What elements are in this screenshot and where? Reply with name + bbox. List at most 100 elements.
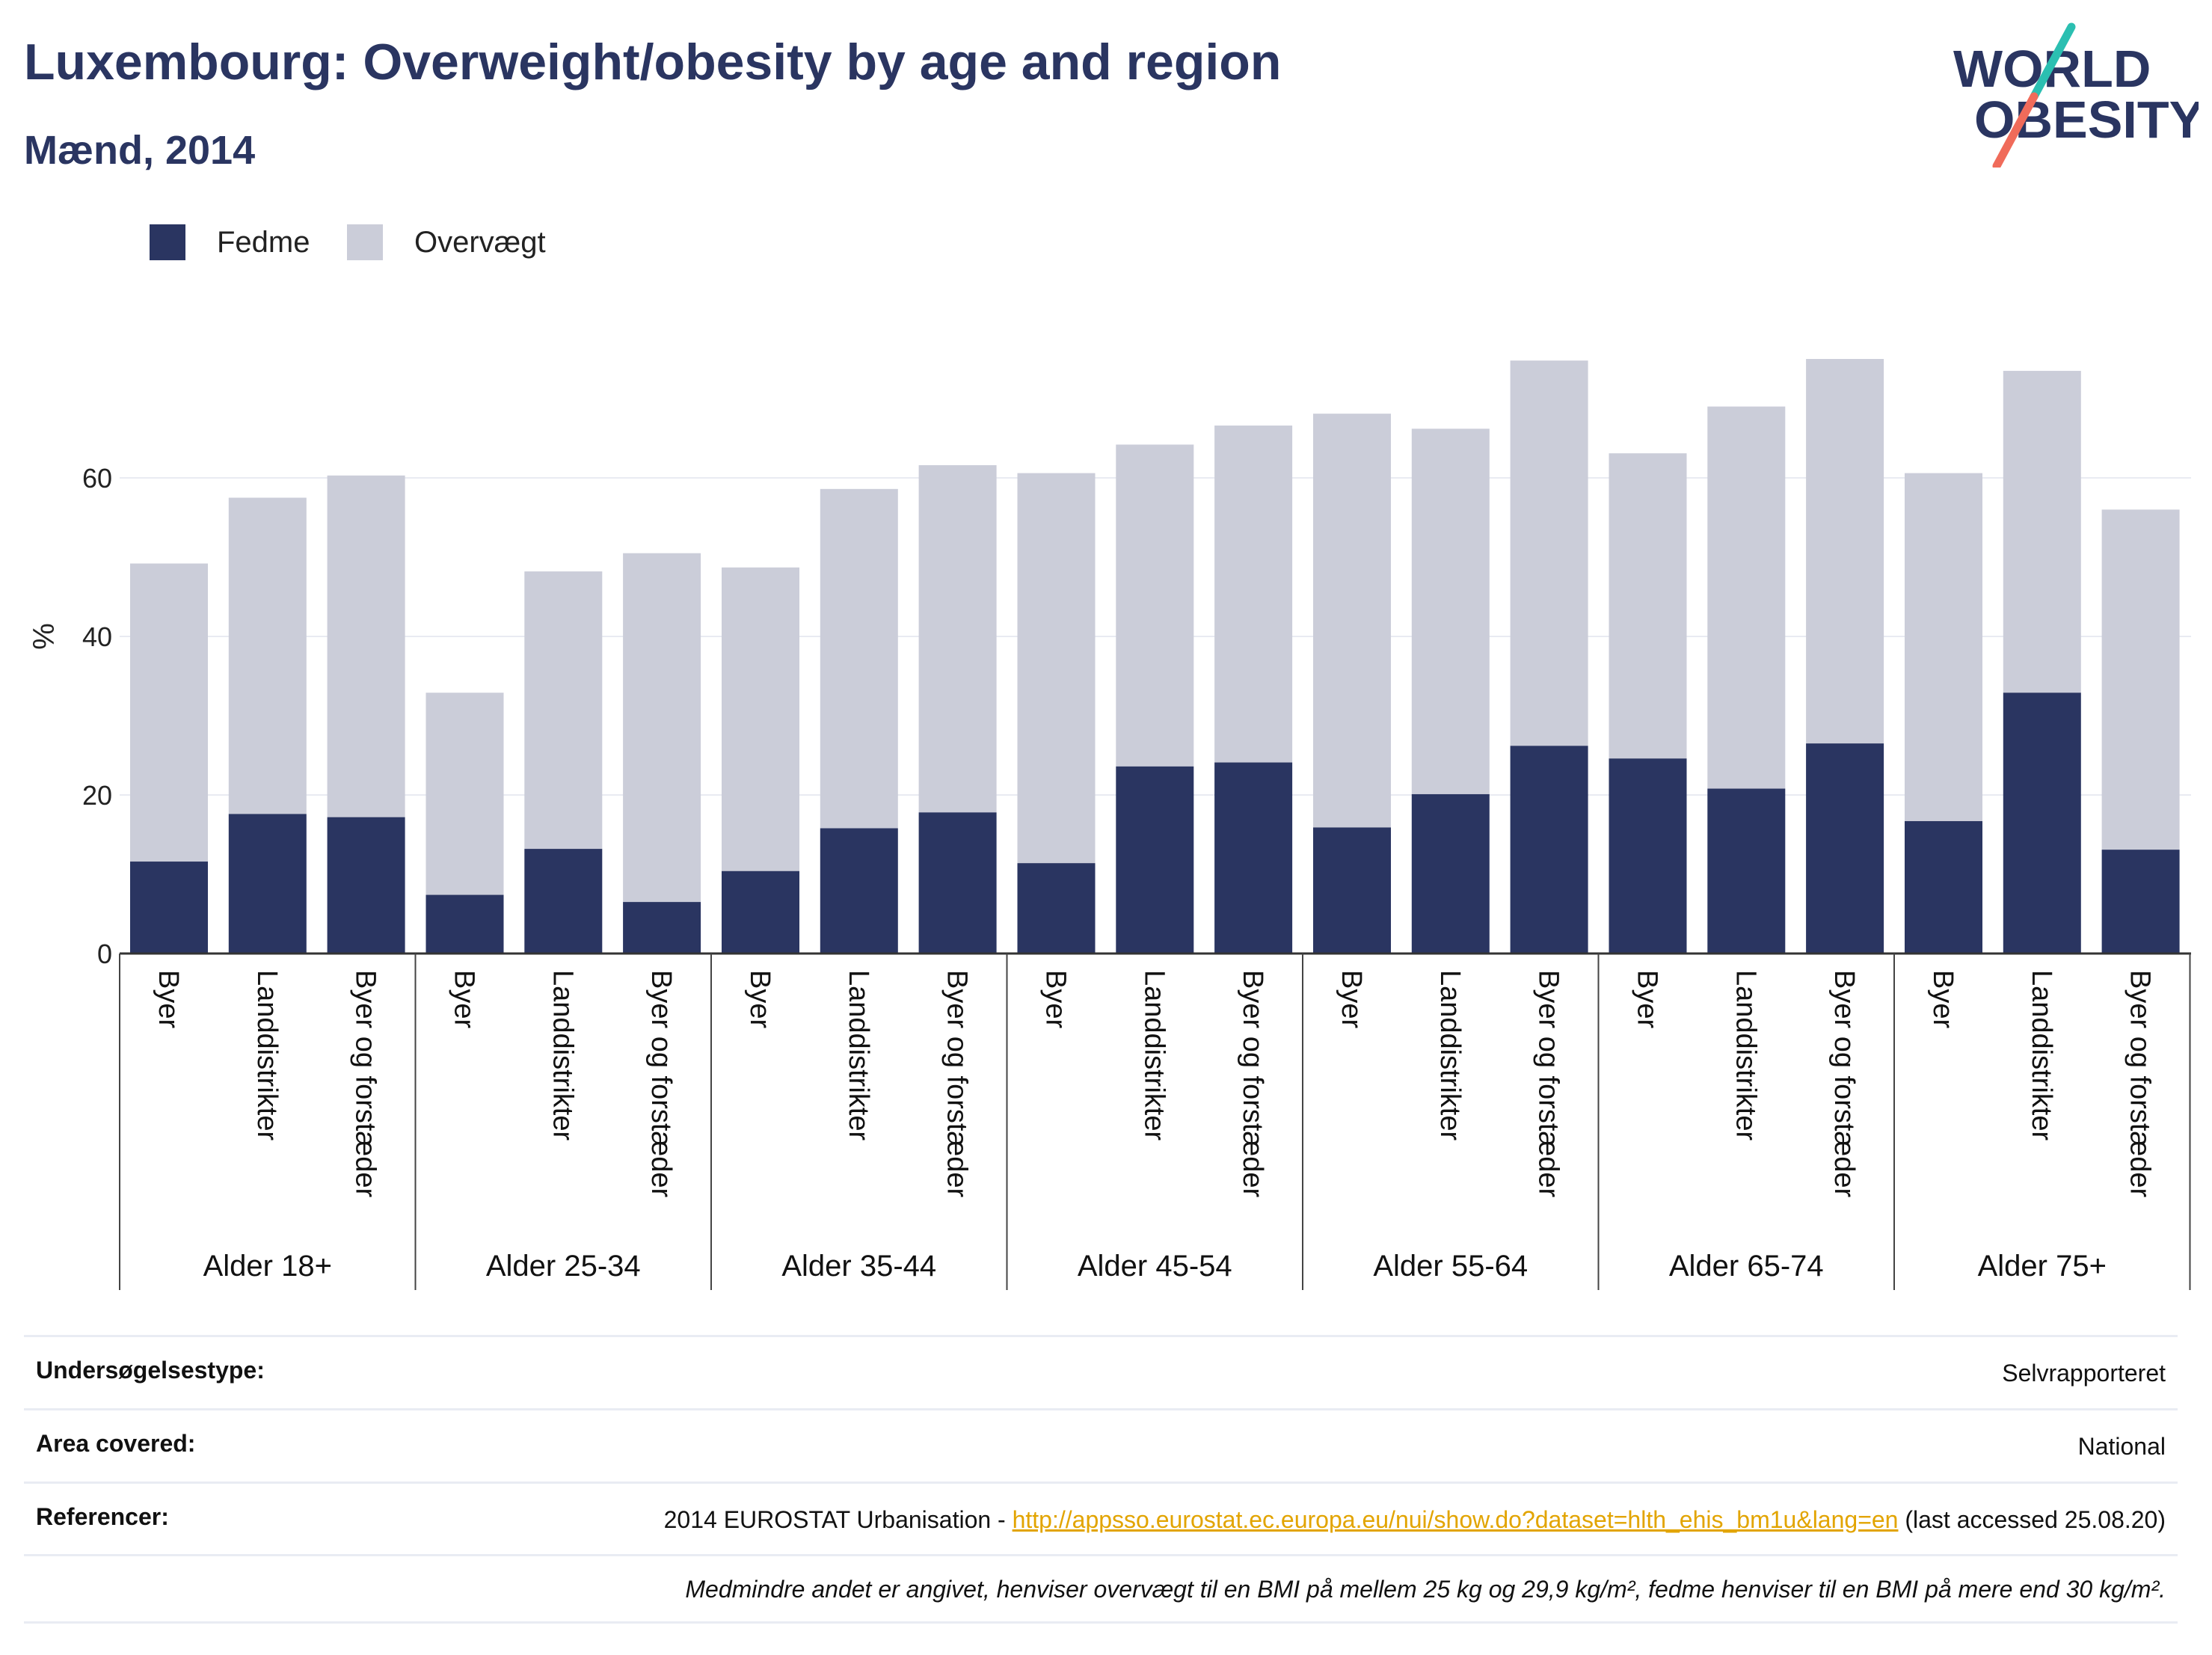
info-row-references: Referencer: 2014 EUROSTAT Urbanisation -… xyxy=(24,1481,2178,1555)
bar-obesity xyxy=(1510,746,1588,954)
area-label: Area covered: xyxy=(36,1429,196,1457)
y-tick-label: 0 xyxy=(97,939,112,969)
category-label: Landdistrikter xyxy=(843,970,874,1140)
category-label: Landdistrikter xyxy=(2026,970,2057,1140)
category-label: Landdistrikter xyxy=(1730,970,1761,1140)
category-label: Byer xyxy=(1632,970,1663,1028)
category-label: Landdistrikter xyxy=(251,970,283,1140)
bar-overweight xyxy=(722,567,799,871)
category-label: Byer xyxy=(449,970,480,1028)
bar-obesity xyxy=(130,862,208,954)
bar-obesity xyxy=(1609,758,1687,954)
bar-overweight xyxy=(524,571,603,850)
category-label: Byer og forstæder xyxy=(941,970,973,1197)
group-label: Alder 75+ xyxy=(1978,1250,2107,1283)
bar-overweight xyxy=(1214,426,1293,763)
references-prefix: 2014 EUROSTAT Urbanisation - xyxy=(663,1505,1013,1533)
bar-overweight xyxy=(1510,360,1588,746)
legend-swatch-fedme xyxy=(150,224,185,260)
survey-type-label: Undersøgelsestype: xyxy=(36,1357,265,1384)
bar-obesity xyxy=(1214,762,1293,954)
category-label: Byer xyxy=(1927,970,1958,1028)
logo-slash-coral xyxy=(1992,92,2039,168)
category-label: Landdistrikter xyxy=(1434,970,1466,1140)
y-axis-label: % xyxy=(28,623,61,650)
bar-obesity xyxy=(1707,788,1786,954)
bar-overweight xyxy=(2101,509,2180,850)
category-label: Byer og forstæder xyxy=(2125,970,2156,1197)
category-label: Byer og forstæder xyxy=(350,970,381,1197)
bar-obesity xyxy=(1313,827,1391,954)
group-label: Alder 35-44 xyxy=(781,1250,936,1283)
y-tick-label: 40 xyxy=(82,621,112,652)
y-tick-label: 20 xyxy=(82,780,112,811)
category-label: Landdistrikter xyxy=(547,970,578,1140)
bar-obesity xyxy=(820,828,898,954)
legend-item-fedme[interactable]: Fedme xyxy=(150,221,310,263)
bmi-note: Medmindre andet er angivet, henviser ove… xyxy=(24,1554,2178,1624)
world-obesity-logo: WORLD OBESITY xyxy=(1953,22,2199,168)
bar-overweight xyxy=(820,488,898,829)
bar-obesity xyxy=(623,902,701,954)
bar-obesity xyxy=(2101,850,2180,954)
legend-item-overvaegt[interactable]: Overvægt xyxy=(347,221,546,263)
references-link[interactable]: http://appsso.eurostat.ec.europa.eu/nui/… xyxy=(1012,1505,1899,1533)
category-label: Byer xyxy=(744,970,775,1028)
info-row-area: Area covered: National xyxy=(24,1407,2178,1481)
y-tick-label: 60 xyxy=(82,463,112,494)
bar-overweight xyxy=(2003,370,2081,693)
info-table: Undersøgelsestype: Selvrapporteret Area … xyxy=(24,1335,2178,1624)
logo-slash-teal xyxy=(2030,22,2076,101)
page-title: Luxembourg: Overweight/obesity by age an… xyxy=(24,34,1282,90)
area-value: National xyxy=(2077,1432,2166,1460)
bar-overweight xyxy=(1313,414,1391,828)
bar-obesity xyxy=(722,871,799,954)
category-label: Byer og forstæder xyxy=(1533,970,1564,1197)
bar-overweight xyxy=(1707,406,1786,789)
bar-overweight xyxy=(1017,473,1096,864)
bar-overweight xyxy=(918,465,997,813)
references-value: 2014 EUROSTAT Urbanisation - http://apps… xyxy=(664,1503,2166,1537)
category-label: Byer og forstæder xyxy=(645,970,677,1197)
bar-overweight xyxy=(1609,453,1687,759)
legend-label-fedme: Fedme xyxy=(217,225,310,259)
bar-overweight xyxy=(425,693,504,895)
group-label: Alder 25-34 xyxy=(486,1250,641,1283)
bar-overweight xyxy=(623,553,701,903)
category-label: Byer og forstæder xyxy=(1237,970,1268,1197)
bar-obesity xyxy=(524,849,603,954)
group-label: Alder 65-74 xyxy=(1669,1250,1824,1283)
category-label: Landdistrikter xyxy=(1138,970,1170,1140)
bar-obesity xyxy=(228,814,307,954)
stacked-bar-chart: 0 20 40 60% Byer Landdistrikter Byer og forstæ… xyxy=(28,359,2191,1290)
bar-overweight xyxy=(228,497,307,814)
bar-overweight xyxy=(1116,444,1194,767)
references-label: Referencer: xyxy=(36,1502,169,1530)
bar-overweight xyxy=(1806,359,1884,744)
survey-type-value: Selvrapporteret xyxy=(2002,1360,2166,1387)
bar-obesity xyxy=(1116,766,1194,954)
group-label: Alder 18+ xyxy=(203,1250,332,1283)
bar-obesity xyxy=(1411,793,1490,954)
bar-obesity xyxy=(327,817,405,954)
bar-overweight xyxy=(1411,429,1490,794)
bar-obesity xyxy=(2003,693,2081,954)
references-suffix: (last accessed 25.08.20) xyxy=(1898,1505,2166,1533)
bar-overweight xyxy=(327,475,405,817)
info-row-survey-type: Undersøgelsestype: Selvrapporteret xyxy=(24,1335,2178,1408)
bar-overweight xyxy=(130,563,208,862)
category-label: Byer og forstæder xyxy=(1828,970,1860,1197)
page-subtitle: Mænd, 2014 xyxy=(24,128,256,173)
bar-obesity xyxy=(918,812,997,954)
legend-label-overvaegt: Overvægt xyxy=(414,225,546,259)
category-label: Byer xyxy=(1040,970,1072,1028)
group-label: Alder 45-54 xyxy=(1078,1250,1232,1283)
bar-obesity xyxy=(1905,820,1982,954)
bar-obesity xyxy=(1017,863,1096,954)
group-label: Alder 55-64 xyxy=(1373,1250,1528,1283)
category-label: Byer xyxy=(1336,970,1367,1028)
bar-obesity xyxy=(425,894,504,954)
bar-overweight xyxy=(1905,473,1982,821)
category-label: Byer xyxy=(153,970,184,1028)
legend-swatch-overvaegt xyxy=(347,224,383,260)
